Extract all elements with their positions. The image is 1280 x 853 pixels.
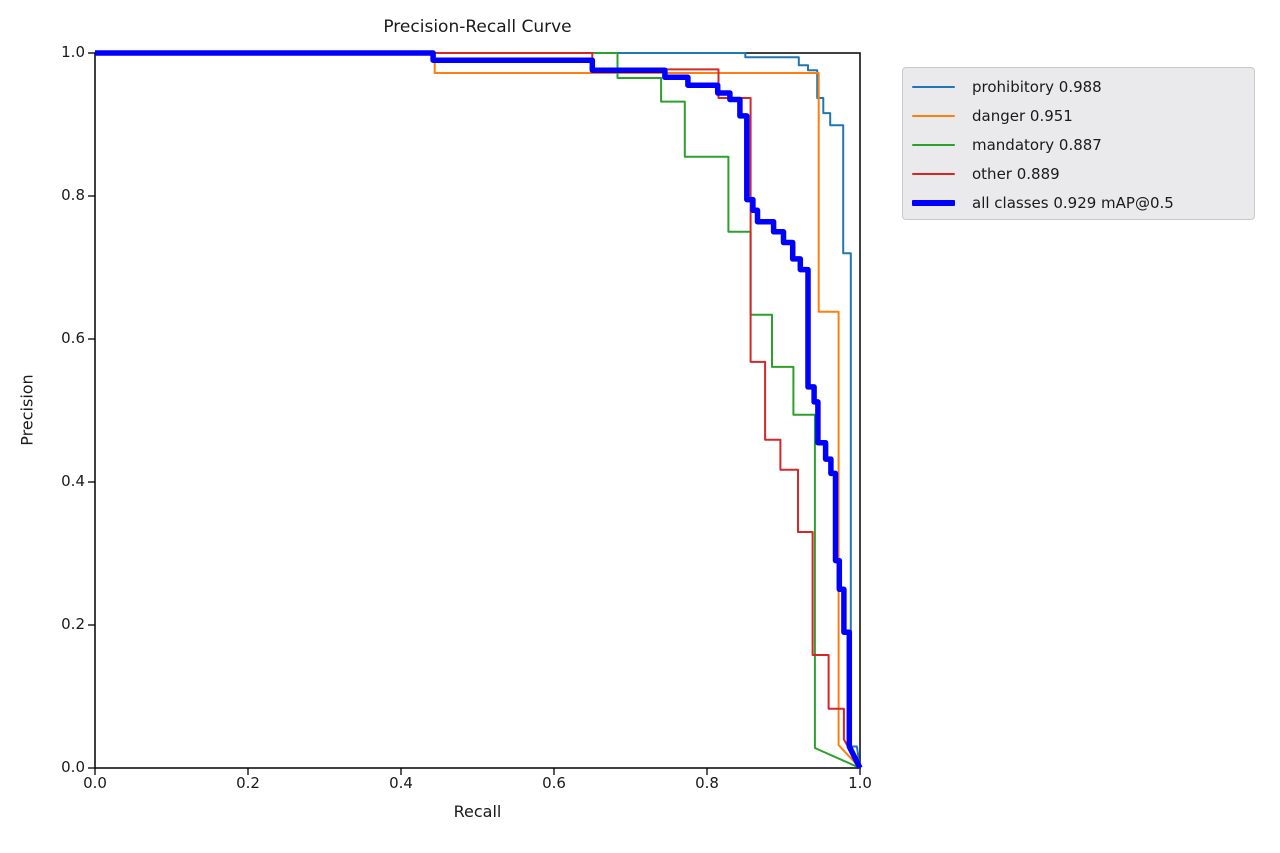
legend-item: other 0.889 bbox=[903, 159, 1254, 188]
legend-label: mandatory 0.887 bbox=[972, 135, 1102, 154]
curve-mandatory bbox=[95, 52, 861, 769]
legend-label: all classes 0.929 mAP@0.5 bbox=[972, 193, 1174, 212]
legend-item: mandatory 0.887 bbox=[903, 130, 1254, 159]
legend: prohibitory 0.988 danger 0.951 mandatory… bbox=[902, 67, 1255, 220]
curve-other bbox=[95, 52, 861, 769]
legend-item: prohibitory 0.988 bbox=[903, 72, 1254, 101]
x-tick-label: 0.4 bbox=[389, 774, 413, 792]
chart-title: Precision-Recall Curve bbox=[383, 17, 572, 37]
y-tick-label: 0.4 bbox=[61, 472, 85, 490]
legend-item: all classes 0.929 mAP@0.5 bbox=[903, 188, 1254, 217]
y-tick-label: 1.0 bbox=[61, 43, 85, 61]
x-tick-label: 0.0 bbox=[83, 774, 107, 792]
legend-line-swatch bbox=[912, 114, 955, 117]
y-tick-label: 0.2 bbox=[61, 615, 85, 633]
y-tick-label: 0.6 bbox=[61, 329, 85, 347]
legend-item: danger 0.951 bbox=[903, 101, 1254, 130]
legend-label: other 0.889 bbox=[972, 164, 1060, 183]
legend-line-swatch bbox=[912, 85, 955, 88]
x-tick-label: 0.2 bbox=[236, 774, 260, 792]
y-tick-label: 0.8 bbox=[61, 186, 85, 204]
x-tick-label: 0.6 bbox=[542, 774, 566, 792]
legend-label: danger 0.951 bbox=[972, 106, 1073, 125]
curve-prohibitory bbox=[95, 52, 861, 769]
y-tick-label: 0.0 bbox=[61, 758, 85, 776]
legend-label: prohibitory 0.988 bbox=[972, 77, 1102, 96]
curve-all-classes bbox=[95, 50, 863, 770]
legend-line-swatch bbox=[912, 172, 955, 175]
x-tick-label: 0.8 bbox=[695, 774, 719, 792]
x-tick-label: 1.0 bbox=[848, 774, 872, 792]
legend-line-swatch bbox=[912, 199, 955, 206]
legend-line-swatch bbox=[912, 143, 955, 146]
x-axis-title: Recall bbox=[453, 802, 502, 821]
y-axis-title: Precision bbox=[17, 374, 37, 446]
